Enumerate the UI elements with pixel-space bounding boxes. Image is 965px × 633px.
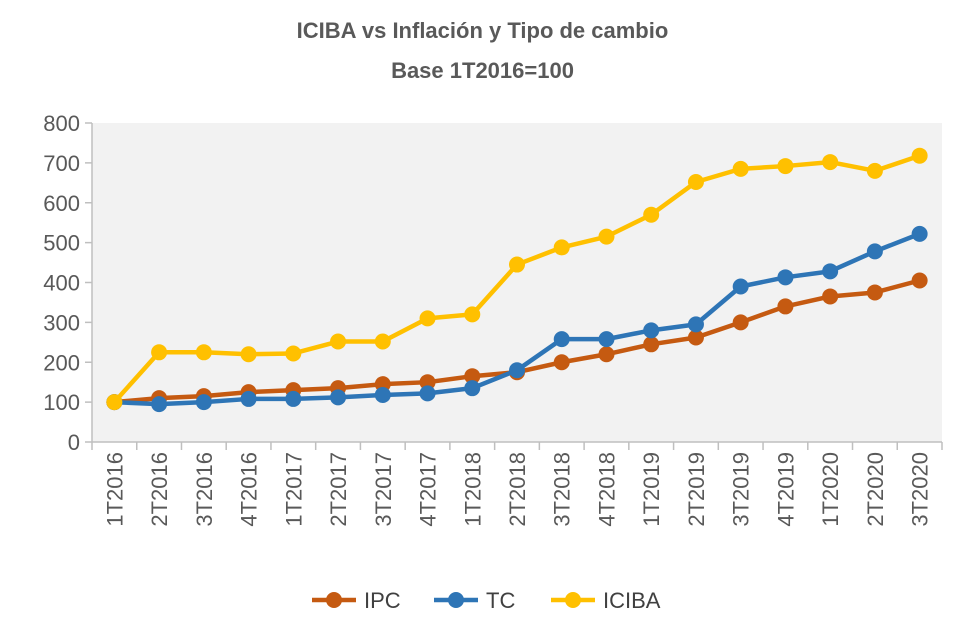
data-point-ipc [419,374,436,391]
data-point-tc [285,390,302,407]
y-tick-label: 0 [68,430,80,455]
x-tick-label: 2T2017 [326,452,351,527]
chart-subtitle: Base 1T2016=100 [391,58,574,83]
data-point-iciba [911,147,928,164]
y-tick-label: 700 [43,151,80,176]
x-tick-label: 4T2018 [594,452,619,527]
data-point-ipc [911,272,928,289]
x-tick-label: 1T2019 [639,452,664,527]
data-point-tc [822,263,839,280]
data-point-ipc [643,336,660,353]
y-tick-label: 800 [43,111,80,136]
x-tick-label: 1T2020 [818,452,843,527]
data-point-ipc [464,368,481,385]
x-tick-label: 3T2016 [192,452,217,527]
x-tick-label: 4T2016 [237,452,262,527]
data-point-iciba [509,256,525,273]
data-point-ipc [732,314,749,331]
x-tick-label: 2T2020 [863,452,888,527]
plot-area [92,123,942,442]
data-point-tc [509,362,525,379]
data-point-iciba [240,346,257,363]
legend-marker-iciba [565,592,581,608]
data-point-tc [866,243,883,260]
x-tick-label: 2T2018 [505,452,530,527]
y-tick-label: 300 [43,310,80,335]
data-point-tc [151,396,168,413]
x-tick-label: 3T2019 [729,452,754,527]
data-point-ipc [822,288,839,305]
y-tick-label: 100 [43,390,80,415]
data-point-tc [598,331,615,348]
x-tick-label: 1T2016 [102,452,127,527]
chart-title: ICIBA vs Inflación y Tipo de cambio [296,18,669,43]
data-point-iciba [419,310,436,327]
x-tick-label: 2T2016 [147,452,172,527]
data-point-tc [195,394,212,411]
x-tick-label: 3T2018 [550,452,575,527]
legend-marker-tc [448,592,464,608]
data-point-tc [240,390,257,407]
x-tick-label: 1T2018 [460,452,485,527]
data-point-ipc [777,298,794,315]
data-point-tc [419,385,436,402]
legend-label-iciba: ICIBA [603,588,661,613]
data-point-tc [777,269,794,286]
x-tick-label: 3T2020 [908,452,933,527]
data-point-tc [553,331,570,348]
data-point-iciba [598,228,615,245]
data-point-tc [911,225,928,242]
data-point-ipc [553,354,570,371]
data-point-tc [687,316,704,333]
x-tick-label: 2T2019 [684,452,709,527]
data-point-iciba [687,174,704,191]
data-point-tc [330,389,347,406]
y-tick-label: 500 [43,231,80,256]
data-point-iciba [643,206,660,223]
data-point-iciba [822,154,839,171]
data-point-iciba [777,158,794,175]
data-point-iciba [732,160,749,177]
data-point-iciba [330,333,347,350]
x-tick-label: 3T2017 [371,452,396,527]
data-point-iciba [464,306,481,323]
data-point-iciba [106,394,123,411]
x-tick-label: 1T2017 [281,452,306,527]
data-point-iciba [195,344,212,361]
data-point-tc [643,322,660,339]
data-point-ipc [687,329,704,346]
data-point-iciba [866,162,883,179]
data-point-tc [374,386,391,403]
y-tick-label: 200 [43,350,80,375]
legend-label-tc: TC [486,588,515,613]
legend-label-ipc: IPC [364,588,401,613]
data-point-iciba [285,345,302,362]
x-tick-label: 4T2017 [416,452,441,527]
y-tick-label: 400 [43,271,80,296]
data-point-ipc [598,346,615,363]
data-point-iciba [374,333,391,350]
data-point-ipc [866,284,883,301]
data-point-tc [464,380,481,397]
data-point-iciba [151,344,168,361]
x-tick-label: 4T2019 [773,452,798,527]
data-point-tc [732,278,749,295]
data-point-iciba [553,239,570,256]
y-tick-label: 600 [43,191,80,216]
legend-marker-ipc [326,592,342,608]
